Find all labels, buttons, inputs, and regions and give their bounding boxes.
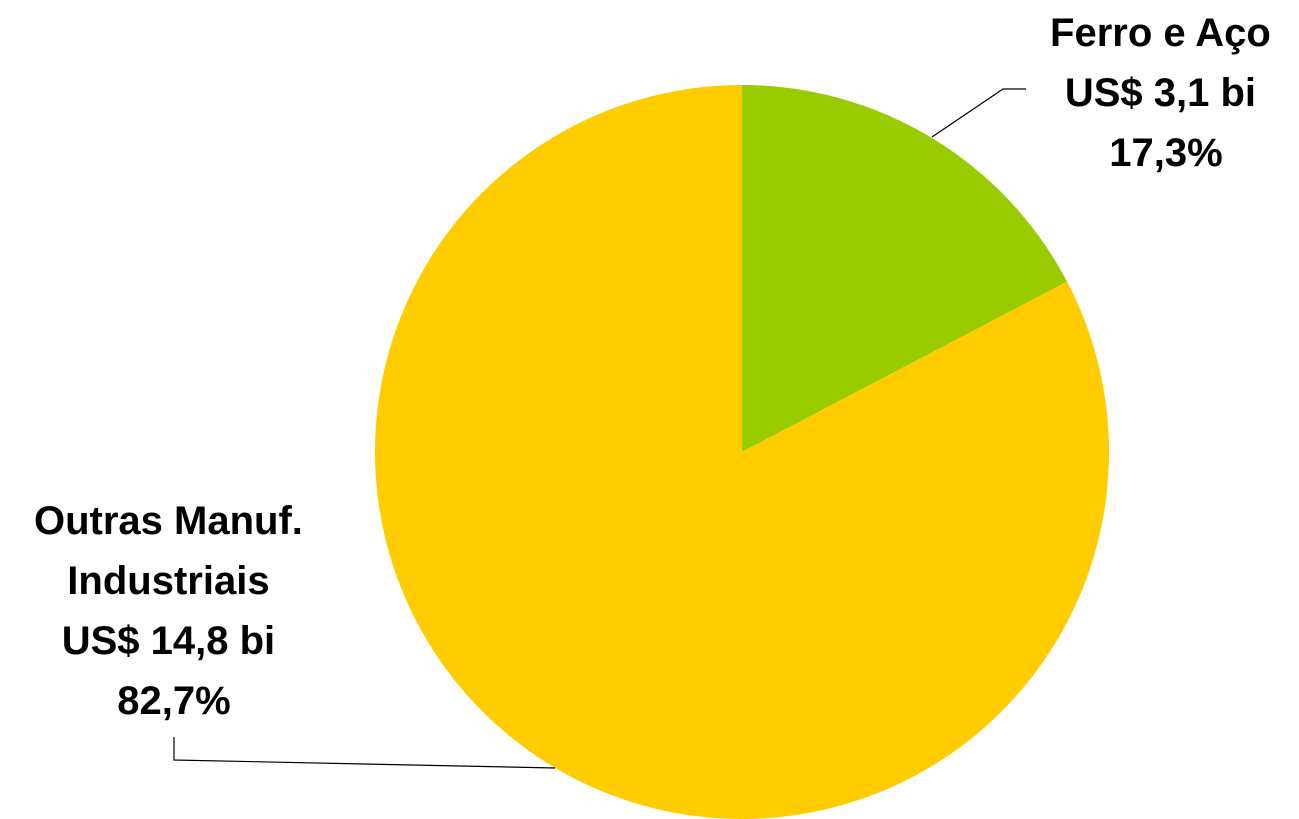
- slice-label-ferro-e-aco: Ferro e Aço US$ 3,1 bi 17,3%: [1050, 11, 1282, 175]
- slice-label-outras-manuf-name-2: Industriais: [67, 559, 269, 603]
- slice-label-outras-manuf-percent: 82,7%: [117, 679, 230, 723]
- pie-slice-1: [375, 85, 1109, 819]
- slice-label-outras-manuf-name: Outras Manuf.: [34, 499, 303, 543]
- leader-line-ferro-e-aco: [931, 88, 1026, 138]
- slice-label-ferro-e-aco-percent: 17,3%: [1109, 131, 1222, 175]
- slice-label-outras-manuf-value: US$ 14,8 bi: [62, 619, 275, 663]
- slice-label-ferro-e-aco-name: Ferro e Aço: [1050, 11, 1271, 55]
- slice-label-ferro-e-aco-value: US$ 3,1 bi: [1065, 71, 1256, 115]
- pie-slice-0: [742, 85, 1068, 452]
- slice-label-outras-manuf: Outras Manuf. Industriais US$ 14,8 bi 82…: [34, 499, 314, 723]
- leader-line-outras-manuf: [173, 737, 556, 769]
- pie-slices: [375, 85, 1109, 819]
